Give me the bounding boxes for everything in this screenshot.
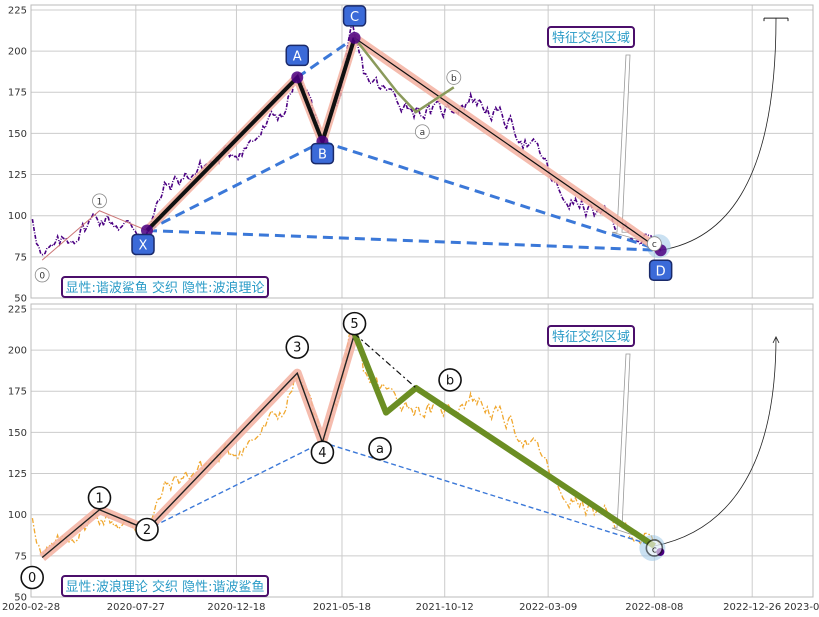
pattern-legend-label: 显性:谐波鲨鱼 交织 隐性:波浪理论: [65, 280, 264, 296]
x-tick-label: 2023-03-23: [784, 602, 819, 613]
x-tick-label: 2021-05-18: [313, 602, 371, 613]
harmonic-highlight: [143, 33, 664, 254]
wave-point-c-circle: [645, 539, 664, 557]
harmonic-pattern-line: [145, 37, 357, 232]
wave-point-2-label: 2: [143, 523, 151, 538]
pattern-legend-box: [61, 276, 269, 298]
wave-label-a: a: [420, 128, 426, 138]
wave-point-a-circle: [368, 436, 392, 461]
wave-point-5-circle: [342, 311, 367, 336]
point-x-label: X: [139, 239, 148, 254]
point-d-label: D: [656, 264, 666, 279]
point-x-badge: [131, 233, 155, 256]
point-a-label: A: [293, 49, 302, 64]
point-b-label: B: [318, 148, 327, 163]
x-tick-label: 2020-02-28: [2, 602, 60, 613]
triangle-edge-24: [146, 441, 323, 531]
wave-point-1-label: 1: [95, 491, 103, 506]
minor-wave-line: [41, 210, 148, 261]
chart-panel-1: 50 75 100 125 150 175 200 225 X A B C D 0 1 a b c 特征交织区域显性…: [8, 4, 814, 305]
plot-frame: [30, 303, 814, 598]
wave-point-5-label: 5: [350, 317, 358, 332]
pattern-legend-box: [61, 575, 269, 597]
x-tick-label: 2020-07-27: [107, 602, 165, 613]
wave-point-a-label: a: [376, 442, 384, 457]
wave-label-c: c: [652, 240, 657, 250]
x-tick-label: 2020-12-18: [207, 602, 265, 613]
x-tick-label: 2021-10-12: [416, 602, 474, 613]
y-tick-label: 100: [8, 211, 27, 222]
wave-label-circle: [92, 193, 107, 209]
wave-label-circle: [646, 236, 662, 252]
x-tick-label: 2022-03-09: [519, 602, 577, 613]
pattern-legend-label: 显性:波浪理论 交织 隐性:谐波鲨鱼: [65, 579, 264, 595]
y-tick-label: 125: [8, 469, 27, 480]
point-d-badge: [648, 259, 673, 282]
wave-point-0-label: 0: [28, 571, 36, 586]
correction-abc-line: [351, 332, 657, 549]
triangle-edge-BD: [321, 140, 662, 252]
point-c-marker: [348, 31, 361, 44]
triangle-edge-4c: [322, 441, 655, 547]
point-c-badge: [342, 5, 367, 27]
projection-arc: [654, 336, 777, 547]
y-tick-label: 150: [8, 428, 27, 439]
feature-zone-label: 特征交织区域: [552, 329, 630, 345]
x-tick-label: 2022-08-08: [625, 602, 683, 613]
y-tick-label: 225: [8, 304, 27, 315]
y-tick-label: 75: [14, 551, 27, 562]
x-tick-label: 2022-12-26: [723, 602, 781, 613]
point-x-marker: [141, 224, 154, 237]
feature-zone-box: [547, 325, 635, 347]
triangle-edge-AC: [296, 36, 356, 79]
wave-label-0: 0: [39, 271, 45, 281]
minor-abc-line: [353, 37, 455, 114]
plot-frame: [30, 4, 814, 299]
feature-zone-label: 特征交织区域: [552, 30, 630, 46]
y-tick-label: 50: [14, 294, 27, 305]
feature-zone-box: [547, 26, 635, 48]
wave-point-4-label: 4: [318, 446, 326, 461]
y-tick-label: 50: [14, 593, 27, 604]
wave-label-b: b: [451, 74, 457, 84]
y-tick-label: 200: [8, 47, 27, 58]
point-c-label: C: [350, 10, 359, 25]
wave-point-b-label: b: [446, 373, 454, 388]
projection-arc: [660, 18, 777, 251]
y-tick-label: 175: [8, 88, 27, 99]
point-a-badge: [285, 44, 310, 67]
y-tick-label: 125: [8, 170, 27, 181]
y-tick-label: 200: [8, 346, 27, 357]
harmonic-cd-leg: [354, 37, 661, 251]
wave-label-1: 1: [97, 197, 103, 207]
y-tick-label: 100: [8, 510, 27, 521]
wave-point-2-circle: [135, 517, 159, 542]
impulse-wave-line: [41, 333, 356, 559]
wave-label-circle: [414, 124, 430, 140]
y-tick-label: 75: [14, 252, 27, 263]
wave-label-circle: [34, 267, 50, 283]
wave-point-3-circle: [285, 335, 310, 359]
wave-point-1-circle: [87, 485, 112, 510]
y-tick-label: 175: [8, 387, 27, 398]
wave-point-b-circle: [438, 368, 462, 392]
y-tick-label: 225: [8, 5, 27, 16]
projection-arrowhead: [772, 336, 780, 344]
wave-label-circle: [446, 70, 462, 85]
wave-point-4-circle: [310, 440, 335, 465]
pointer-arrow: [611, 353, 649, 541]
point-a-marker: [291, 71, 304, 84]
y-tick-label: 150: [8, 129, 27, 140]
triangle-edge-XD: [146, 229, 661, 252]
point-b-badge: [310, 142, 335, 165]
triangle-edge-XB: [146, 140, 324, 232]
wave-point-c-label: c: [652, 545, 657, 555]
wave-point-0-circle: [20, 565, 44, 590]
wave-point-3-label: 3: [293, 341, 301, 356]
impulse-highlight: [39, 332, 359, 561]
